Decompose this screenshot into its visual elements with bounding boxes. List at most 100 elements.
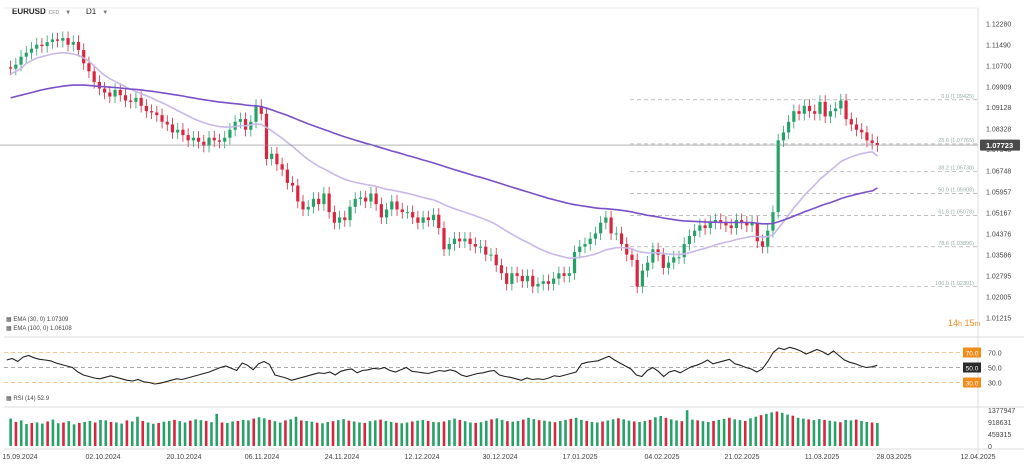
candle-body [562,273,566,276]
volume-bar [93,422,97,446]
volume-bar [326,421,330,446]
candle-body [332,212,336,223]
volume-bar [273,421,277,446]
timeframe-dropdown-icon[interactable]: ▼ [102,10,109,16]
volume-bar [564,419,567,446]
price-tick-label: 1.03586 [986,253,1011,260]
volume-bar [654,417,657,446]
candle-body [818,101,822,114]
volume-bar [252,418,256,446]
volume-bar [638,421,641,446]
symbol-header[interactable]: EURUSD CFD ▼ [12,7,71,16]
candle-body [567,273,571,276]
volume-bar [717,419,721,446]
candle-body [766,230,770,247]
volume-bar [416,420,419,446]
volume-bar [41,423,44,446]
candle-body [463,238,467,242]
candle-body [588,238,592,245]
candle-body [306,206,310,210]
volume-bar [849,420,853,446]
volume-bar [183,422,187,446]
candle-body [202,141,206,146]
candle-body [823,101,827,117]
candle-body [343,217,347,221]
volume-bar [72,424,76,446]
candle-body [776,140,780,213]
ema30-line [10,51,878,260]
volume-bar [358,422,361,446]
candle-body [792,111,796,122]
volume-bar [204,420,208,446]
symbol-dropdown-icon[interactable]: ▼ [65,10,72,16]
fib-level-label: 61.8 (1.05078) [938,209,974,215]
candle-body [129,100,133,102]
candle-body [165,121,169,125]
volume-bar [46,421,49,446]
candle-body [217,140,222,142]
volume-bar [9,418,12,446]
volume-bar [606,420,610,446]
volume-bar [447,420,451,446]
candle-body [578,246,582,252]
fib-level-label: 78.6 (1.03896) [938,241,974,247]
fib-level-label: 38.2 (1.06738) [938,165,974,171]
date-tick-label: 02.10.2024 [85,454,120,461]
candle-body [860,129,864,133]
candle-body [416,217,420,223]
date-tick-label: 28.03.2025 [876,454,911,461]
volume-panel: 1377947 918631 459315 0 [9,408,1015,451]
volume-bar [25,424,28,446]
volume-bar [479,422,483,446]
candle-body [358,197,363,199]
volume-bar [125,420,129,446]
volume-bar [199,420,203,446]
candle-body [625,244,629,255]
current-price-badge [980,139,1020,151]
candle-body [536,283,540,287]
candle-body [259,105,263,114]
volume-bar [220,422,224,446]
volume-bar [67,421,71,446]
date-tick-label: 24.11.2024 [325,454,360,461]
volume-bar [384,420,388,446]
legend-ema100[interactable]: ▦ EMA (100, 0) 1.06108 [6,325,72,332]
volume-bar [854,419,858,446]
candle-body [531,275,535,287]
candle-body [35,44,39,49]
candle-body [635,259,639,287]
legend-ema30[interactable]: ▦ EMA (30, 0) 1.07309 [6,316,68,323]
candle-body [186,135,190,141]
candle-body [484,246,488,255]
candle-body [515,273,519,276]
candle-body [369,193,373,202]
candle-body [134,97,138,102]
volume-bar [706,421,710,446]
candle-body [546,281,551,284]
volume-bar [765,413,768,446]
candle-countdown: 14h 15m [948,318,981,328]
volume-bar [791,415,795,446]
candle-body [102,88,107,93]
legend-rsi[interactable]: ▦ RSI (14) 52.9 [6,395,49,402]
volume-bar [759,415,763,446]
volume-bar [469,422,472,446]
volume-bar [474,423,478,446]
price-tick-label: 1.06748 [986,168,1011,175]
volume-bar [136,416,139,446]
candle-body [870,140,874,144]
candle-body [666,262,671,268]
volume-bar [802,418,805,446]
price-tick-label: 1.09128 [986,105,1011,112]
candle-body [317,198,321,205]
candle-body [275,153,279,165]
candle-body [489,254,493,256]
volume-bar [754,416,758,446]
candle-body [264,113,269,159]
volume-bar [215,413,219,446]
volume-bar [305,420,308,446]
ema100-line [10,84,878,225]
volume-bar [263,418,266,446]
timeframe-selector[interactable]: D1 ▼ [86,7,108,16]
